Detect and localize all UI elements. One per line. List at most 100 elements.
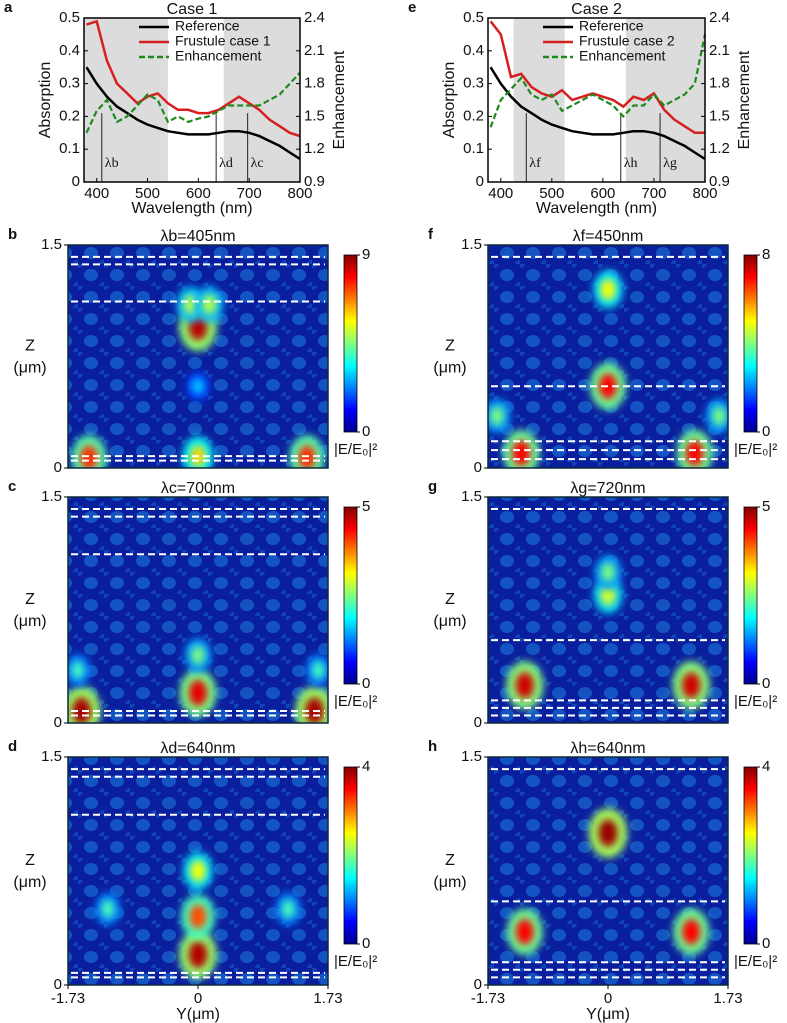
colorbar-tick-label: 4 <box>762 758 770 775</box>
hotspots <box>488 270 728 468</box>
panel-letter: d <box>8 738 17 755</box>
marker-label: λc <box>251 156 264 171</box>
hotspots <box>506 808 710 955</box>
panel-title: λh=640nm <box>570 740 645 757</box>
y2-tick-label: 1.8 <box>304 75 325 92</box>
hotspot <box>80 445 98 468</box>
x-tick-label: 400 <box>488 185 513 202</box>
x-tick-label: 1.73 <box>713 990 742 1007</box>
y-axis-label: (μm) <box>433 360 466 377</box>
y-tick-label: 0 <box>474 976 482 993</box>
x-tick-label: 0 <box>194 990 202 1007</box>
hotspot <box>298 445 316 468</box>
y-tick-label: 1.5 <box>461 236 482 253</box>
y2-axis-label: Enhancement <box>331 50 348 149</box>
colorbar-label: |E/E₀|² <box>734 441 777 458</box>
y-axis-label: Z <box>445 852 455 869</box>
x-tick-label: 1.73 <box>313 990 342 1007</box>
panel-title: λg=720nm <box>570 480 645 497</box>
colorbar-tick-label: 5 <box>762 498 770 515</box>
hotspot <box>600 584 616 606</box>
series-line <box>489 20 705 135</box>
hotspot <box>183 294 198 315</box>
panel-title: λf=450nm <box>573 228 644 245</box>
y-tick-label: 1.5 <box>41 236 62 253</box>
hotspot <box>190 860 206 882</box>
legend-label: Frustule case 1 <box>175 33 271 49</box>
colorbar-tick-label: 0 <box>362 935 370 952</box>
y-axis-label: (μm) <box>13 874 46 891</box>
hotspot <box>515 918 534 945</box>
field-background <box>68 245 328 468</box>
x-tick-label: 400 <box>84 185 109 202</box>
y-axis-label: Absorption <box>37 62 54 139</box>
colorbar-label: |E/E₀|² <box>734 953 777 970</box>
hotspot <box>712 406 726 426</box>
y2-tick-label: 2.1 <box>304 42 325 59</box>
x-tick-label: 600 <box>590 185 615 202</box>
panel-title: λc=700nm <box>161 480 235 497</box>
y-axis-label: Z <box>25 338 35 355</box>
shaded-span <box>223 18 300 182</box>
hotspot <box>192 378 204 395</box>
colorbar-tick-label: 0 <box>762 423 770 440</box>
plot-frame <box>487 17 706 183</box>
y-tick-label: 0.1 <box>463 140 484 157</box>
hotspot <box>598 819 618 847</box>
series-line <box>85 71 301 134</box>
y-tick-label: 0 <box>54 714 62 731</box>
legend-label: Reference <box>175 18 240 34</box>
x-tick-label: 700 <box>641 185 666 202</box>
x-tick-label: 600 <box>186 185 211 202</box>
hotspot <box>191 645 205 665</box>
legend-label: Enhancement <box>579 48 666 64</box>
y-axis-label: (μm) <box>13 613 46 630</box>
x-tick-label: 500 <box>539 185 564 202</box>
y-tick-label: 0.3 <box>59 75 80 92</box>
y-tick-label: 0.4 <box>463 42 484 59</box>
colorbar-label: |E/E₀|² <box>734 693 777 710</box>
y-tick-label: 0.5 <box>463 9 484 26</box>
marker-label: λb <box>105 156 119 171</box>
x-tick-label: 0 <box>604 990 612 1007</box>
plot-frame <box>83 17 301 183</box>
panel-letter: a <box>4 0 13 16</box>
colorbar-label: |E/E₀|² <box>334 953 377 970</box>
y-axis-label: Z <box>445 591 455 608</box>
colorbar-tick-label: 0 <box>362 423 370 440</box>
plot-frame <box>67 244 329 469</box>
y-tick-label: 0.1 <box>59 140 80 157</box>
y-axis-label: (μm) <box>433 874 466 891</box>
y-axis-label: Absorption <box>441 62 458 139</box>
colorbar-tick-label: 0 <box>362 675 370 692</box>
y2-tick-label: 0.9 <box>709 173 730 190</box>
hotspot <box>101 899 115 919</box>
y-tick-label: 0.4 <box>59 42 80 59</box>
y-axis-label: (μm) <box>433 613 466 630</box>
series-line <box>489 34 707 128</box>
x-axis-label: Wavelength (nm) <box>131 200 252 217</box>
marker-label: λf <box>529 156 541 171</box>
y-tick-label: 0 <box>474 459 482 476</box>
y-axis-label: (μm) <box>13 360 46 377</box>
x-tick-label: 700 <box>237 185 262 202</box>
hotspot <box>189 904 207 929</box>
panel-title: λd=640nm <box>160 740 235 757</box>
hotspot <box>71 661 85 680</box>
y-axis-label: Z <box>25 852 35 869</box>
y-tick-label: 0 <box>72 173 80 190</box>
y-tick-label: 0.2 <box>463 107 484 124</box>
series-line <box>86 19 301 138</box>
x-tick-label: -1.73 <box>471 990 505 1007</box>
hotspot <box>682 918 701 945</box>
panel-letter: b <box>8 226 17 243</box>
chart-title: Case 1 <box>167 1 218 18</box>
y2-tick-label: 1.5 <box>304 107 325 124</box>
marker-label: λd <box>219 156 233 171</box>
panel-letter: e <box>408 0 416 16</box>
colorbar-tick-label: 8 <box>762 246 770 263</box>
x-tick-label: 800 <box>287 185 312 202</box>
colorbar-label: |E/E₀|² <box>334 441 377 458</box>
x-axis-label: Wavelength (nm) <box>536 200 657 217</box>
y-axis-label: Z <box>25 591 35 608</box>
